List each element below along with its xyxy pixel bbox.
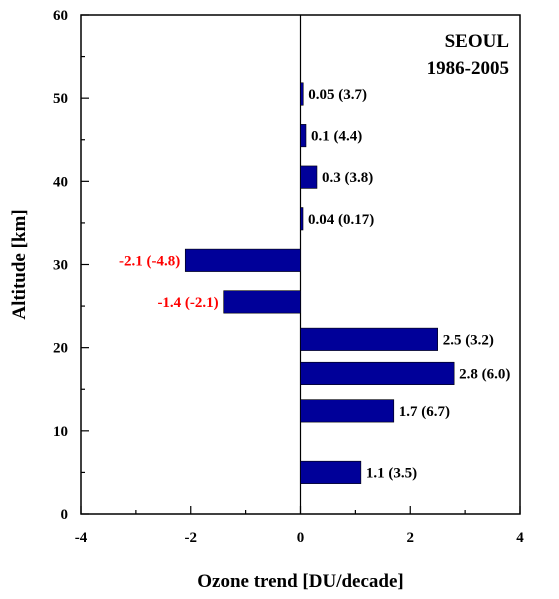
bar	[300, 124, 307, 148]
x-tick-label: 0	[297, 530, 305, 546]
x-tick-label: 2	[407, 530, 415, 546]
bar-value-label: 2.5 (3.2)	[443, 332, 494, 348]
bar	[300, 399, 395, 423]
bars: 0.05 (3.7) 0.1 (4.4) 0.3 (3.8) 0.04 (0.17) -…	[119, 82, 510, 484]
bar	[300, 460, 362, 484]
period-annotation: 1986-2005	[427, 58, 509, 79]
x-tick-label: 4	[516, 530, 524, 546]
y-tick-label: 10	[53, 424, 68, 440]
y-tick-label: 20	[53, 341, 68, 357]
x-tick-label: -4	[75, 530, 88, 546]
y-tick-label: 60	[53, 8, 68, 24]
y-tick-label: 0	[61, 507, 69, 523]
y-tick-label: 40	[53, 174, 68, 190]
bar-value-label: 1.1 (3.5)	[366, 465, 417, 481]
bar	[184, 248, 301, 272]
bar	[300, 165, 318, 189]
bar-value-label: -1.4 (-2.1)	[157, 295, 218, 311]
bar-value-label: 2.8 (6.0)	[459, 366, 510, 382]
bar-value-label: -2.1 (-4.8)	[119, 253, 180, 269]
bar-value-label: 0.04 (0.17)	[308, 212, 374, 228]
bar	[300, 207, 304, 231]
bar-value-label: 0.1 (4.4)	[311, 129, 362, 145]
y-axis-title: Altitude [km]	[9, 209, 30, 319]
bar-value-label: 0.3 (3.8)	[322, 170, 373, 186]
y-tick-label: 50	[53, 91, 68, 107]
bar-value-label: 0.05 (3.7)	[308, 87, 367, 103]
y-tick-label: 30	[53, 258, 68, 274]
bar	[223, 290, 301, 314]
bar-value-label: 1.7 (6.7)	[399, 404, 450, 420]
bar	[300, 361, 455, 385]
bar	[300, 82, 304, 106]
x-tick-labels: -4 -2 0 2 4	[75, 530, 525, 546]
y-tick-labels: 0 10 20 30 40 50 60	[53, 8, 68, 523]
x-axis-title: Ozone trend [DU/decade]	[197, 571, 404, 592]
plot-frame	[80, 14, 521, 515]
location-annotation: SEOUL	[445, 31, 509, 52]
x-tick-label: -2	[185, 530, 198, 546]
bar	[300, 327, 438, 351]
